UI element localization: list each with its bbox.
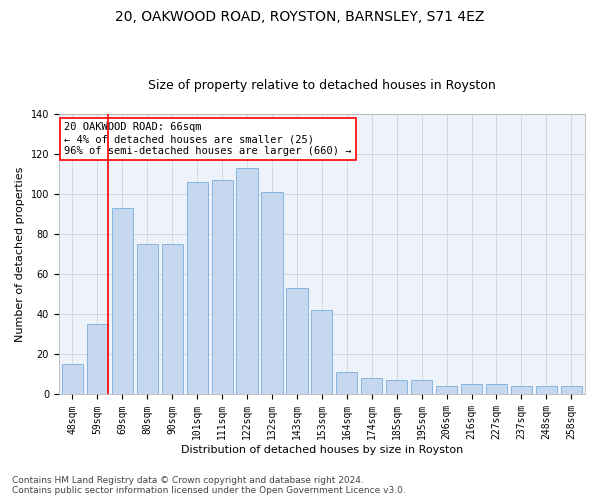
Bar (511, 386, 532, 394)
Bar (62, 364, 83, 394)
Bar (536, 386, 557, 394)
Y-axis label: Number of detached properties: Number of detached properties (15, 166, 25, 342)
Text: 20 OAKWOOD ROAD: 66sqm
← 4% of detached houses are smaller (25)
96% of semi-deta: 20 OAKWOOD ROAD: 66sqm ← 4% of detached … (64, 122, 352, 156)
Bar (436, 386, 457, 394)
Bar (161, 244, 183, 394)
Bar (262, 192, 283, 394)
X-axis label: Distribution of detached houses by size in Royston: Distribution of detached houses by size … (181, 445, 463, 455)
Bar (87, 324, 108, 394)
Bar (286, 288, 308, 395)
Bar (212, 180, 233, 394)
Text: 20, OAKWOOD ROAD, ROYSTON, BARNSLEY, S71 4EZ: 20, OAKWOOD ROAD, ROYSTON, BARNSLEY, S71… (115, 10, 485, 24)
Title: Size of property relative to detached houses in Royston: Size of property relative to detached ho… (148, 79, 496, 92)
Bar (386, 380, 407, 394)
Bar (137, 244, 158, 394)
Bar (486, 384, 507, 394)
Bar (560, 386, 582, 394)
Bar (411, 380, 432, 394)
Bar (236, 168, 257, 394)
Bar (336, 372, 358, 394)
Bar (311, 310, 332, 394)
Bar (112, 208, 133, 394)
Bar (361, 378, 382, 394)
Bar (461, 384, 482, 394)
Text: Contains HM Land Registry data © Crown copyright and database right 2024.
Contai: Contains HM Land Registry data © Crown c… (12, 476, 406, 495)
Bar (187, 182, 208, 394)
